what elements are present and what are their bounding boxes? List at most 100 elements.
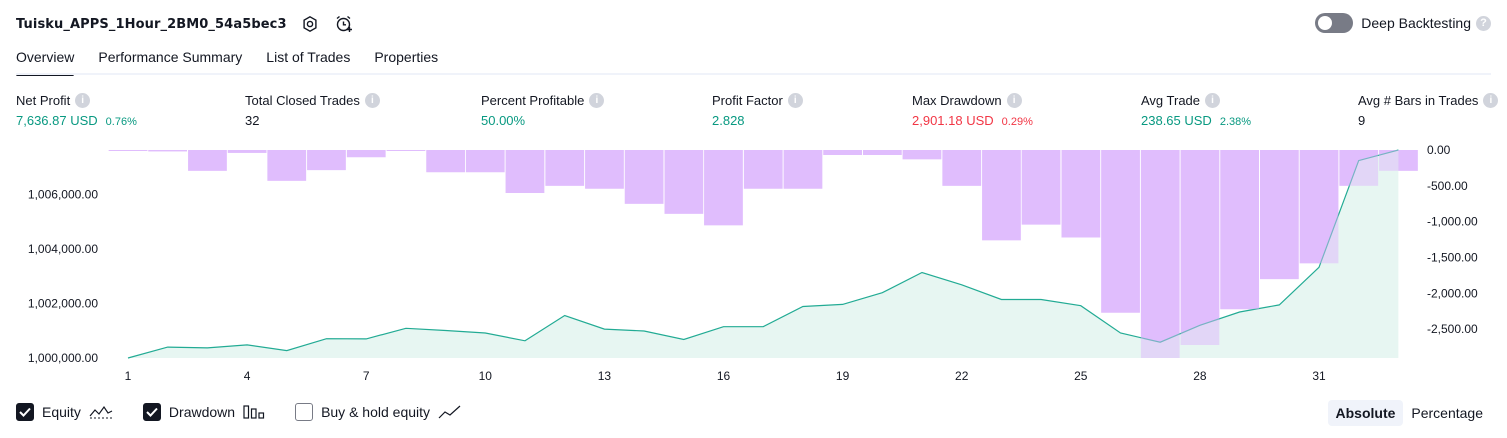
tab-bar: Overview Performance Summary List of Tra… [16, 46, 462, 76]
metric-percent: 0.76% [105, 116, 137, 128]
equity-line-icon [89, 404, 113, 420]
drawdown-bar [783, 150, 823, 189]
metric-value: 50.00% [481, 113, 526, 128]
info-icon[interactable]: i [364, 93, 380, 108]
drawdown-bar-overlay [108, 150, 148, 151]
info-icon[interactable]: i [1483, 93, 1499, 108]
right-axis-tick-label: -1,000.00 [1427, 215, 1478, 229]
legend-buy-hold[interactable]: Buy & hold equity [295, 403, 462, 421]
metric-total-closed-trades: Total Closed Trades i 32 [245, 93, 380, 128]
drawdown-bar-overlay [426, 150, 465, 173]
drawdown-bar [307, 150, 346, 171]
legend-buy-hold-label: Buy & hold equity [321, 404, 431, 420]
right-axis-tick-label: -1,500.00 [1427, 251, 1478, 265]
drawdown-bar-overlay [664, 150, 704, 214]
drawdown-bar-overlay [624, 150, 664, 204]
drawdown-bar [1220, 150, 1259, 310]
legend-equity[interactable]: Equity [16, 403, 113, 421]
drawdown-bar-overlay [188, 150, 227, 171]
deep-backtesting-toggle[interactable] [1315, 13, 1354, 33]
drawdown-bar [148, 150, 187, 152]
left-axis-tick-label: 1,006,000.00 [28, 188, 98, 202]
drawdown-bar [863, 150, 902, 155]
info-icon[interactable]: i [1205, 93, 1221, 108]
x-axis-tick-label: 19 [836, 369, 850, 383]
metric-avg-bars: Avg # Bars in Trades i 9 [1358, 93, 1499, 128]
deep-backtesting-label: Deep Backtesting [1361, 15, 1471, 31]
drawdown-bar-overlay [386, 150, 426, 151]
drawdown-bar [1260, 150, 1299, 280]
drawdown-bar-overlay [743, 150, 783, 189]
settings-icon[interactable] [299, 13, 321, 35]
drawdown-bar [188, 150, 227, 171]
buy-hold-checkbox[interactable] [295, 403, 314, 421]
metric-percent-profitable: Percent Profitable i 50.00% [481, 93, 605, 128]
drawdown-bar [1140, 150, 1180, 358]
tabs-divider [16, 73, 1491, 75]
drawdown-bar-overlay [704, 150, 743, 226]
chart-legend: Equity Drawdown Buy & hold equity [16, 403, 492, 421]
tab-properties[interactable]: Properties [374, 49, 439, 65]
drawdown-bar-overlay [783, 150, 823, 189]
info-icon[interactable]: i [589, 93, 605, 108]
x-axis-tick-label: 16 [717, 369, 731, 383]
info-icon[interactable]: i [1006, 93, 1022, 108]
legend-drawdown[interactable]: Drawdown [142, 403, 265, 421]
x-axis-tick-label: 13 [598, 369, 612, 383]
drawdown-bar [346, 150, 386, 158]
legend-equity-label: Equity [42, 404, 81, 420]
x-axis-tick-label: 22 [955, 369, 969, 383]
drawdown-bar [545, 150, 585, 186]
drawdown-bar [227, 150, 267, 153]
drawdown-bar-overlay [227, 150, 267, 153]
left-axis: 1,000,000.00 1,002,000.00 1,004,000.00 1,00… [28, 188, 98, 365]
drawdown-bar [585, 150, 624, 189]
drawdown-bar-overlay [346, 150, 386, 158]
drawdown-bar-overlay [545, 150, 585, 186]
metric-label: Max Drawdown [912, 93, 1002, 108]
drawdown-checkbox[interactable] [142, 403, 161, 421]
drawdown-bar [1021, 150, 1061, 225]
x-axis: 1 4 7 10 13 16 19 22 25 28 31 [125, 369, 1326, 383]
x-axis-tick-label: 7 [363, 369, 370, 383]
drawdown-bar-overlay [1260, 150, 1299, 280]
drawdown-bar [743, 150, 783, 189]
drawdown-bar-overlay [1061, 150, 1101, 238]
chart-svg: 1,000,000.00 1,002,000.00 1,004,000.00 1,00… [28, 143, 1478, 383]
metric-profit-factor: Profit Factor i 2.828 [712, 93, 803, 128]
equity-checkbox[interactable] [16, 403, 34, 421]
alarm-icon[interactable] [333, 13, 355, 35]
mode-percentage-button[interactable]: Percentage [1411, 405, 1483, 421]
metric-value: 238.65 USD [1141, 113, 1212, 128]
drawdown-bar-overlay [1299, 150, 1339, 264]
drawdown-bar-overlay [465, 150, 505, 173]
metric-max-drawdown: Max Drawdown i 2,901.18 USD 0.29% [912, 93, 1033, 128]
tab-overview[interactable]: Overview [16, 46, 75, 76]
tab-list-of-trades[interactable]: List of Trades [266, 49, 351, 65]
drawdown-bar-overlay [863, 150, 902, 155]
info-icon[interactable]: i [787, 93, 803, 108]
drawdown-bar [108, 150, 148, 151]
drawdown-bar-overlay [505, 150, 545, 193]
drawdown-bar-overlay [1140, 150, 1180, 358]
strategy-header: Tuisku_APPS_1Hour_2BM0_54a5bec3 [16, 12, 355, 36]
tab-performance-summary[interactable]: Performance Summary [98, 49, 243, 65]
drawdown-bar-overlay [1180, 150, 1220, 345]
metric-label: Avg # Bars in Trades [1358, 93, 1479, 108]
mode-absolute-button[interactable]: Absolute [1327, 400, 1404, 426]
drawdown-bars [108, 150, 1418, 358]
x-axis-tick-label: 10 [479, 369, 493, 383]
metrics-row: Net Profit i 7,636.87 USD 0.76% Total Clos… [0, 93, 1507, 133]
left-axis-tick-label: 1,000,000.00 [28, 351, 98, 365]
equity-chart[interactable]: 1,000,000.00 1,002,000.00 1,004,000.00 1,00… [0, 140, 1507, 390]
drawdown-bar-overlay [1339, 150, 1379, 186]
right-axis-tick-label: -2,000.00 [1427, 286, 1478, 300]
drawdown-bar [902, 150, 942, 160]
drawdown-bar [982, 150, 1021, 241]
metric-value: 2,901.18 USD [912, 113, 994, 128]
drawdown-bar [505, 150, 545, 193]
info-icon[interactable]: i [75, 93, 91, 108]
drawdown-bar-overlay [307, 150, 346, 171]
help-icon[interactable]: ? [1476, 15, 1491, 31]
metric-label: Percent Profitable [481, 93, 585, 108]
